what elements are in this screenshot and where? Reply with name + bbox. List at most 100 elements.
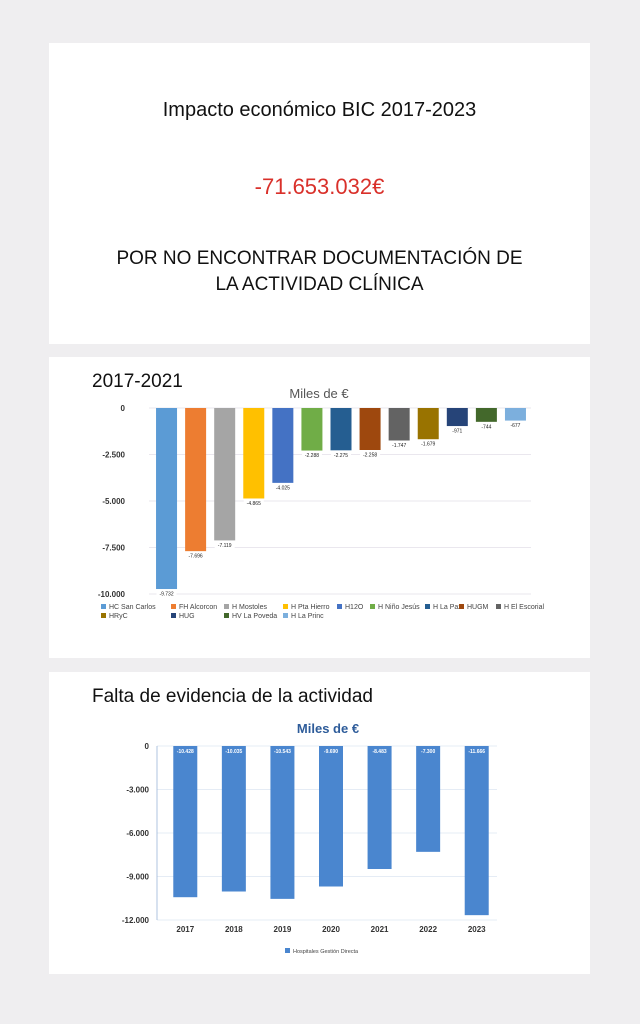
chart-2-data-label: -9.690 xyxy=(324,749,338,755)
chart-1-bar xyxy=(185,408,207,552)
chart-1-data-label-bg xyxy=(505,421,526,429)
chart-1-legend-swatch xyxy=(101,604,106,609)
chart-1-data-label: -677 xyxy=(510,423,520,429)
chart-1-legend-swatch xyxy=(283,613,288,618)
chart-1-data-label: -2.258 xyxy=(363,452,377,458)
chart-1-y-tick: -7.500 xyxy=(102,544,125,553)
chart-1-data-label: -9.732 xyxy=(159,592,173,598)
chart-1-data-label-bg xyxy=(301,451,322,459)
chart-1-data-label: -4.025 xyxy=(276,485,290,491)
impact-message: POR NO ENCONTRAR DOCUMENTACIÓN DE LA ACT… xyxy=(49,246,590,298)
chart-2-data-label: -8.483 xyxy=(372,749,386,755)
chart-1-data-label-bg xyxy=(331,451,351,459)
chart-1-bar xyxy=(330,408,352,451)
chart-1-legend-label: HV La Poveda xyxy=(232,613,277,620)
impact-amount: -71.653.032€ xyxy=(254,174,385,199)
chart-1-data-label: -7.119 xyxy=(218,543,232,549)
chart-2-bar xyxy=(221,746,246,892)
chart-1-data-label: -971 xyxy=(452,429,462,435)
chart-1-data-label-bg xyxy=(156,590,177,598)
chart-1-data-label-bg xyxy=(243,499,264,507)
chart-2-y-tick: -12.000 xyxy=(122,916,150,925)
chart-2-data-label: -7.300 xyxy=(421,749,435,755)
chart-2-y-tick: -3.000 xyxy=(126,786,149,795)
chart-2-y-tick: 0 xyxy=(145,742,150,751)
chart-1-unit-title: Miles de € xyxy=(289,386,349,401)
yearly-bar-chart: Miles de € 0 -3.000 -6.000 -9.000 -12.000 -10.… xyxy=(122,721,497,955)
chart-2-data-label: -10.543 xyxy=(274,749,291,755)
impact-message-line-1: POR NO ENCONTRAR DOCUMENTACIÓN DE xyxy=(116,248,523,269)
chart-1-bar xyxy=(156,408,178,590)
chart-1-legend-label: HUGM xyxy=(467,604,489,611)
period-title: 2017-2021 xyxy=(92,371,183,392)
impact-message-line-2: LA ACTIVIDAD CLÍNICA xyxy=(215,274,424,295)
chart-1-legend-swatch xyxy=(283,604,288,609)
chart-1-bar xyxy=(301,408,323,451)
chart-1-bar xyxy=(417,408,439,440)
chart-1-y-tick: -2.500 xyxy=(102,451,125,460)
chart-1-data-label-bg xyxy=(389,441,410,449)
chart-1-legend-label: H La Princ xyxy=(291,613,324,620)
chart-1-data-label: -2.288 xyxy=(305,453,319,459)
chart-1-legend-label: H Mostoles xyxy=(232,604,268,611)
chart-1-bar xyxy=(388,408,410,441)
chart-2-x-tick: 2018 xyxy=(225,925,243,934)
chart-2-bar xyxy=(464,746,489,916)
chart-1-legend-label: H Niño Jesús xyxy=(378,604,420,611)
chart-1-legend-swatch xyxy=(101,613,106,618)
chart-2-legend-swatch xyxy=(285,948,290,953)
chart-2-bar xyxy=(173,746,198,898)
chart-2-x-tick: 2019 xyxy=(274,925,292,934)
chart-2-x-tick: 2022 xyxy=(419,925,437,934)
chart-1-data-label: -1.747 xyxy=(392,443,406,449)
chart-2-x-tick: 2021 xyxy=(371,925,389,934)
chart-1-y-tick: -5.000 xyxy=(102,497,125,506)
chart-1-legend-label: FH Alcorcon xyxy=(179,604,217,611)
impact-title: Impacto económico BIC 2017-2023 xyxy=(162,99,477,121)
chart-1-data-label: -2.275 xyxy=(334,453,348,459)
chart-1-legend-swatch xyxy=(337,604,342,609)
chart-2-bar xyxy=(367,746,392,870)
chart-1-legend-swatch xyxy=(171,604,176,609)
chart-1-legend-label: H El Escorial xyxy=(504,604,545,611)
chart-1-legend-swatch xyxy=(459,604,464,609)
chart-1-data-label-bg xyxy=(447,427,468,435)
chart-1-y-tick: -10.000 xyxy=(98,590,126,599)
chart-1-legend-swatch xyxy=(425,604,430,609)
chart-2-bar xyxy=(319,746,343,887)
chart-1-legend-swatch xyxy=(171,613,176,618)
chart-2-unit-title: Miles de € xyxy=(297,721,359,736)
chart-1-data-label-bg xyxy=(360,450,381,458)
chart-1-data-label: -744 xyxy=(481,424,491,430)
chart-1-legend-swatch xyxy=(496,604,501,609)
chart-1-data-label: -7.696 xyxy=(189,554,203,560)
chart-1-bar xyxy=(446,408,468,427)
chart-1-legend-swatch xyxy=(370,604,375,609)
chart-1-data-label: -4.865 xyxy=(247,501,261,507)
chart-1-bar xyxy=(243,408,265,499)
chart-2-legend-label: Hospitales Gestión Directa xyxy=(293,949,359,955)
chart-2-bar xyxy=(416,746,441,852)
chart-1-bar xyxy=(359,408,381,450)
chart-2-data-label: -10.035 xyxy=(225,749,242,755)
chart-2-y-tick: -9.000 xyxy=(126,873,149,882)
evidence-title: Falta de evidencia de la actividad xyxy=(92,686,373,707)
chart-1-legend-label: H La Paz xyxy=(433,604,462,611)
chart-1-legend-label: H Pta Hierro xyxy=(291,604,330,611)
chart-1-bar xyxy=(475,408,497,422)
chart-1-y-tick: 0 xyxy=(121,404,126,413)
chart-1-data-label-bg xyxy=(418,440,439,448)
chart-1-legend-label: H12O xyxy=(345,604,364,611)
chart-1-legend-swatch xyxy=(224,604,229,609)
chart-2-bar xyxy=(270,746,295,899)
chart-2-x-tick: 2020 xyxy=(322,925,340,934)
chart-1-legend-label: HRyC xyxy=(109,613,128,620)
chart-1-bar xyxy=(272,408,294,483)
chart-1-legend-label: HC San Carlos xyxy=(109,604,156,611)
chart-1-bar xyxy=(214,408,236,541)
chart-2-y-tick: -6.000 xyxy=(126,829,149,838)
hospital-chart-card: 2017-2021 Miles de € 0 -2.500 -5.000 -7.500 -… xyxy=(49,357,590,658)
yearly-chart-card: Falta de evidencia de la actividad Miles… xyxy=(49,672,590,974)
impact-summary-card: Impacto económico BIC 2017-2023 -71.653.… xyxy=(49,43,590,344)
chart-2-data-label: -10.428 xyxy=(177,749,194,755)
